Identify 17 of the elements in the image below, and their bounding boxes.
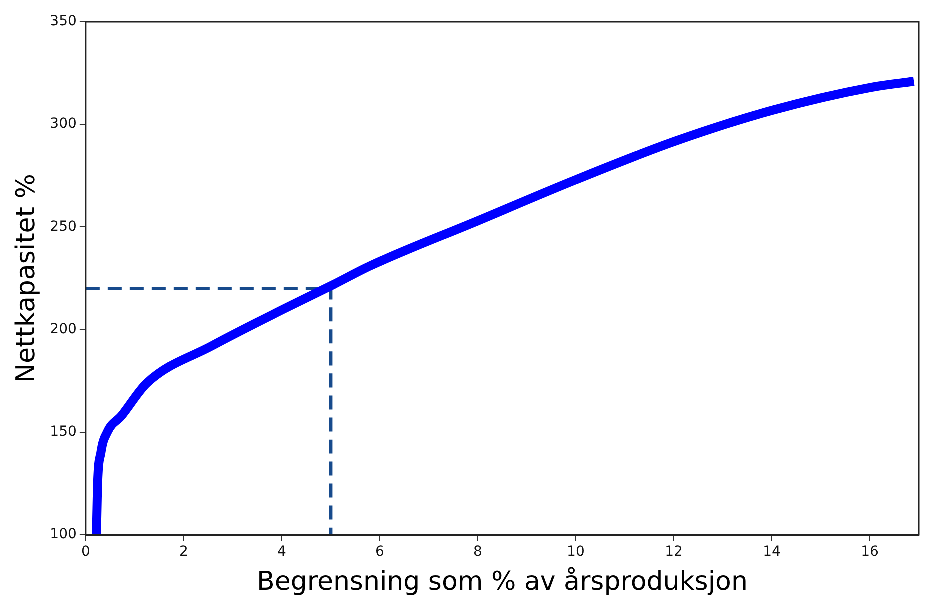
y-tick-label: 100 — [50, 526, 77, 543]
y-tick-label: 300 — [50, 116, 77, 132]
y-tick-label: 200 — [50, 321, 77, 338]
x-tick-label: 8 — [474, 544, 482, 560]
x-tick-label: 12 — [665, 544, 683, 560]
y-tick-label: 250 — [50, 218, 77, 235]
y-tick-label: 150 — [50, 424, 77, 440]
y-tick-label: 350 — [50, 14, 77, 30]
x-tick-label: 14 — [763, 544, 781, 560]
x-tick-label: 4 — [277, 544, 286, 560]
x-tick-label: 0 — [81, 544, 90, 560]
x-tick-label: 2 — [179, 544, 188, 560]
x-tick-label: 6 — [375, 544, 384, 560]
y-axis-title: Nettkapasitet % — [11, 174, 42, 383]
x-axis-title: Begrensning som % av årsproduksjon — [257, 567, 748, 598]
x-tick-label: 16 — [861, 544, 879, 560]
x-tick-label: 10 — [567, 544, 585, 560]
